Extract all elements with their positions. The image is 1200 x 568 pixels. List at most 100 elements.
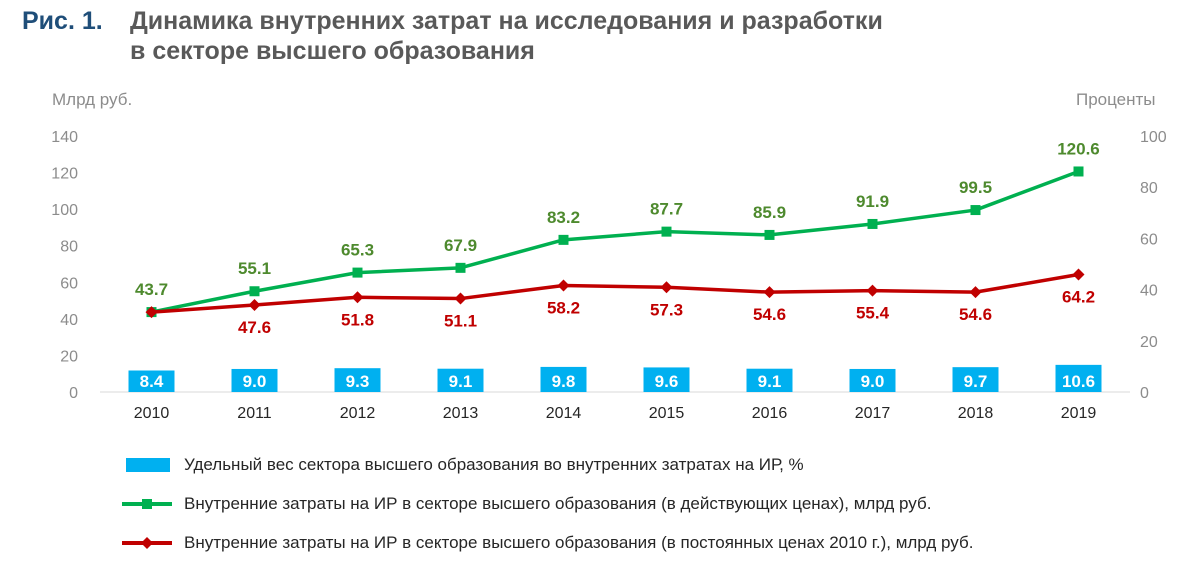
red-series-line [151, 272, 1079, 314]
bar-data-label: 9.1 [449, 372, 473, 391]
left-axis-label: Млрд руб. [52, 90, 133, 109]
red-data-label: 47.6 [238, 318, 271, 337]
red-marker [866, 284, 879, 297]
x-axis-tick: 2013 [443, 405, 479, 422]
bar-data-label: 9.7 [964, 372, 988, 391]
legend-red-line-swatch [122, 533, 172, 553]
bar [849, 368, 896, 392]
x-axis-tick: 2019 [1061, 405, 1097, 422]
left-axis-tick: 20 [60, 348, 78, 365]
legend-label-share: Удельный вес сектора высшего образования… [184, 455, 804, 474]
chart-title: Рис. 1. Динамика внутренних затрат на исс… [22, 6, 883, 36]
x-axis-tick: 2014 [546, 405, 582, 422]
red-marker [763, 286, 776, 299]
green-data-label: 55.1 [238, 259, 271, 278]
red-marker [1072, 268, 1085, 281]
x-axis-tick: 2018 [958, 405, 994, 422]
bar [437, 368, 484, 392]
red-marker [351, 291, 364, 304]
bar [128, 370, 175, 392]
green-marker [455, 262, 466, 273]
green-data-label: 83.2 [547, 208, 580, 227]
bar-data-label: 9.1 [758, 372, 782, 391]
bar [334, 368, 381, 392]
legend-label-constant-prices: Внутренние затраты на ИР в секторе высше… [184, 533, 974, 552]
green-marker [867, 218, 878, 229]
green-data-label: 120.6 [1057, 139, 1100, 158]
x-axis-tick: 2015 [649, 405, 685, 422]
bar [952, 367, 999, 392]
red-marker [454, 292, 467, 305]
right-axis-tick: 60 [1140, 231, 1158, 248]
red-data-label: 57.3 [650, 300, 683, 319]
left-axis-tick: 60 [60, 275, 78, 292]
red-data-label: 51.1 [444, 312, 477, 331]
right-axis-tick: 100 [1140, 129, 1167, 146]
bar [746, 368, 793, 392]
green-marker [661, 226, 672, 237]
x-axis-tick: 2010 [134, 405, 170, 422]
green-marker [352, 267, 363, 278]
red-marker [145, 306, 158, 319]
red-marker [248, 298, 261, 311]
left-axis-tick: 120 [51, 166, 78, 183]
legend-bar-swatch [122, 455, 172, 475]
left-axis-tick: 140 [51, 129, 78, 146]
bar [1055, 364, 1102, 392]
green-data-label: 91.9 [856, 192, 889, 211]
title-line-1: Динамика внутренних затрат на исследован… [130, 7, 883, 35]
bar-data-label: 9.6 [655, 372, 679, 391]
green-marker [970, 205, 981, 216]
green-series-line [151, 169, 1080, 314]
title-line-2: в секторе высшего образования [130, 37, 535, 65]
green-marker [249, 286, 260, 297]
bar-data-label: 9.3 [346, 372, 370, 391]
bar-data-label: 9.8 [552, 372, 576, 391]
green-data-label: 67.9 [444, 236, 477, 255]
green-marker [764, 229, 775, 240]
green-marker [558, 234, 569, 245]
bar [540, 366, 587, 392]
left-axis-tick: 40 [60, 312, 78, 329]
bar [231, 368, 278, 392]
red-data-label: 54.6 [753, 305, 786, 324]
left-axis-tick: 80 [60, 239, 78, 256]
red-marker [660, 281, 673, 294]
red-data-label: 51.8 [341, 310, 374, 329]
bar [643, 367, 690, 392]
x-axis-tick: 2011 [237, 405, 272, 422]
legend-item-current-prices: Внутренние затраты на ИР в секторе высше… [122, 494, 931, 514]
right-axis-tick: 0 [1140, 385, 1149, 402]
bar-data-label: 10.6 [1062, 372, 1095, 391]
green-data-label: 85.9 [753, 203, 786, 222]
red-marker [557, 279, 570, 292]
bar-data-label: 8.4 [140, 372, 164, 391]
green-data-label: 65.3 [341, 241, 374, 260]
legend-label-current-prices: Внутренние затраты на ИР в секторе высше… [184, 494, 932, 513]
legend-green-line-swatch [122, 494, 172, 514]
right-axis-tick: 40 [1140, 283, 1158, 300]
red-data-label: 64.2 [1062, 287, 1095, 306]
bar-data-label: 9.0 [243, 372, 267, 391]
green-marker [1073, 166, 1084, 177]
legend-item-constant-prices: Внутренние затраты на ИР в секторе высше… [122, 533, 973, 553]
x-axis-tick: 2016 [752, 405, 788, 422]
x-axis-tick: 2017 [855, 405, 891, 422]
left-axis-tick: 100 [51, 202, 78, 219]
left-axis-tick: 0 [69, 385, 78, 402]
bar-data-label: 9.0 [861, 372, 885, 391]
green-data-label: 87.7 [650, 200, 683, 219]
figure-label: Рис. 1. [22, 7, 103, 35]
red-data-label: 58.2 [547, 299, 580, 318]
legend-item-share: Удельный вес сектора высшего образования… [122, 455, 804, 475]
red-marker [969, 286, 982, 299]
red-data-label: 55.4 [856, 304, 890, 323]
red-data-label: 54.6 [959, 305, 992, 324]
chart-plot: 0 20 40 60 80 100 120 140 0 20 40 60 80 100 2010 2011 20… [51, 129, 1167, 422]
green-data-label: 99.5 [959, 178, 992, 197]
right-axis-label: Проценты [1076, 90, 1156, 109]
right-axis-tick: 20 [1140, 334, 1158, 351]
green-data-label: 43.7 [135, 280, 168, 299]
right-axis-tick: 80 [1140, 180, 1158, 197]
x-axis-tick: 2012 [340, 405, 376, 422]
